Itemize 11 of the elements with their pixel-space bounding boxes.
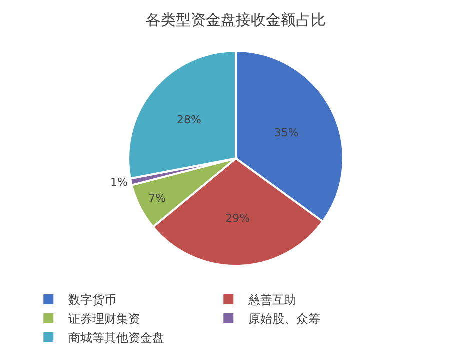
legend-label: 原始股、众筹 xyxy=(248,312,321,326)
chart-title: 各类型资金盘接收金额占比 xyxy=(146,10,326,29)
legend-label: 商城等其他资金盘 xyxy=(68,331,165,346)
data-label: 28% xyxy=(177,113,202,126)
data-label: 35% xyxy=(274,126,299,140)
data-label: 29% xyxy=(226,212,250,226)
legend-label: 证券理财集资 xyxy=(68,312,141,326)
data-label: 1% xyxy=(110,176,128,189)
data-label: 7% xyxy=(148,192,166,206)
legend-label: 数字货币 xyxy=(68,293,117,308)
legend-label: 慈善互助 xyxy=(248,293,297,308)
